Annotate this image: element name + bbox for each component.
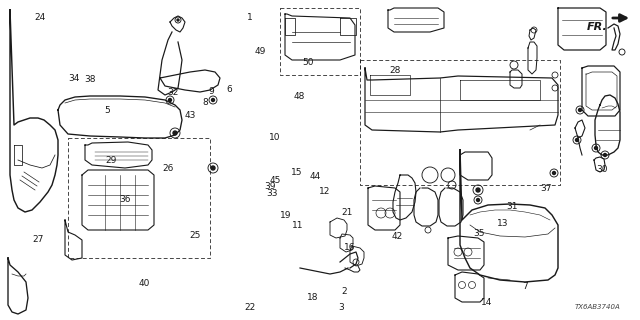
Text: 49: 49 xyxy=(255,47,266,56)
Text: 28: 28 xyxy=(390,66,401,75)
Text: 16: 16 xyxy=(344,244,356,252)
Text: 2: 2 xyxy=(342,287,347,296)
Text: 37: 37 xyxy=(540,184,552,193)
Text: 3: 3 xyxy=(339,303,344,312)
Text: 40: 40 xyxy=(138,279,150,288)
Text: 7: 7 xyxy=(522,282,527,291)
Text: 38: 38 xyxy=(84,75,95,84)
Text: TX6AB3740A: TX6AB3740A xyxy=(574,304,620,310)
Circle shape xyxy=(604,154,607,156)
Text: 10: 10 xyxy=(269,133,281,142)
Text: 12: 12 xyxy=(319,188,331,196)
Text: 6: 6 xyxy=(227,85,232,94)
Text: 11: 11 xyxy=(292,221,303,230)
Circle shape xyxy=(211,99,214,101)
Circle shape xyxy=(579,108,582,111)
Text: 8: 8 xyxy=(202,98,207,107)
Text: 39: 39 xyxy=(264,182,276,191)
Text: 43: 43 xyxy=(184,111,196,120)
Text: 21: 21 xyxy=(342,208,353,217)
Text: 15: 15 xyxy=(291,168,302,177)
Text: 35: 35 xyxy=(473,229,484,238)
Text: 36: 36 xyxy=(120,196,131,204)
Text: 50: 50 xyxy=(303,58,314,67)
Text: 48: 48 xyxy=(294,92,305,101)
Text: 25: 25 xyxy=(189,231,201,240)
Text: 33: 33 xyxy=(266,189,278,198)
Circle shape xyxy=(173,131,177,135)
Text: 5: 5 xyxy=(105,106,110,115)
Text: FR.: FR. xyxy=(588,22,608,32)
Circle shape xyxy=(575,139,579,141)
Text: 26: 26 xyxy=(163,164,174,172)
Text: 29: 29 xyxy=(105,156,116,164)
Text: 27: 27 xyxy=(33,236,44,244)
Circle shape xyxy=(168,99,172,101)
Circle shape xyxy=(211,166,215,170)
Text: 18: 18 xyxy=(307,293,318,302)
Text: 42: 42 xyxy=(391,232,403,241)
Text: 1: 1 xyxy=(247,13,252,22)
Text: 9: 9 xyxy=(209,87,214,96)
Text: 19: 19 xyxy=(280,212,292,220)
Text: 32: 32 xyxy=(167,88,179,97)
Circle shape xyxy=(595,147,598,149)
Text: 30: 30 xyxy=(596,165,607,174)
Circle shape xyxy=(476,188,480,192)
Circle shape xyxy=(552,172,556,174)
Text: 34: 34 xyxy=(68,74,79,83)
Text: 13: 13 xyxy=(497,220,508,228)
Circle shape xyxy=(477,198,479,202)
Text: 31: 31 xyxy=(506,202,518,211)
Text: 24: 24 xyxy=(34,13,45,22)
Text: 44: 44 xyxy=(309,172,321,180)
Text: 14: 14 xyxy=(481,298,492,307)
Text: 22: 22 xyxy=(244,303,255,312)
Circle shape xyxy=(177,19,179,21)
Text: 45: 45 xyxy=(269,176,281,185)
